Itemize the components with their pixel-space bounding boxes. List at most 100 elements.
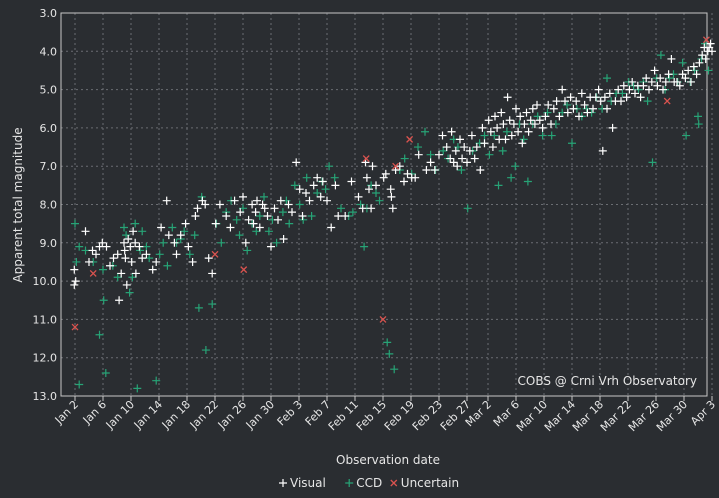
ccd-point [321,185,330,194]
ccd-point [426,150,435,159]
ccd-point [511,162,520,171]
visual-point [131,238,140,247]
visual-point [518,139,527,148]
visual-point [695,58,704,67]
visual-point [181,219,190,228]
visual-point [71,277,80,286]
visual-point [524,127,533,136]
visual-point [368,162,377,171]
legend-marker-visual [279,479,287,487]
ccd-point [643,97,652,106]
visual-point [172,250,181,259]
plot-frame [60,12,708,397]
visual-point [184,242,193,251]
visual-point [122,280,131,289]
ccd-point [480,131,489,140]
ccd-point [133,384,142,393]
visual-point [561,97,569,106]
visual-point [81,227,90,236]
ccd-point [290,181,299,190]
ccd-point [519,135,528,144]
visual-point [157,223,166,232]
y-axis-title: Apparent total magnitude [11,127,25,282]
visual-point [244,215,253,224]
ccd-point [113,273,122,282]
ccd-point [568,139,576,148]
ccd-point [507,173,516,182]
visual-point [456,135,464,144]
visual-point [115,296,124,305]
visual-point [478,123,487,132]
visual-point [605,89,614,98]
visual-point [650,66,659,75]
visual-point [170,238,179,247]
ccd-point [494,181,503,190]
ccd-point [694,120,703,129]
visual-point [331,181,340,190]
ccd-point [208,300,217,309]
visual-point [381,169,390,178]
visual-point [509,120,518,129]
ccd-point [75,380,84,389]
visual-point [600,93,609,102]
visual-point [575,112,583,121]
visual-point [131,269,140,278]
visual-point [129,227,138,236]
visual-point [698,51,707,60]
ccd-point [463,204,472,213]
visual-point [253,196,261,205]
visual-point [201,200,210,209]
ccd-point [502,127,511,136]
legend-label-ccd: CCD [356,476,382,490]
visual-point [372,181,380,190]
visual-point [109,254,118,263]
visual-point [367,204,376,213]
ccd-point [383,338,392,347]
visual-point [594,85,603,94]
visual-point [470,154,479,163]
visual-point [647,77,656,86]
visual-point [664,70,673,79]
visual-point [591,93,600,102]
y-tick-label: 13.0 [33,390,58,403]
ccd-point [390,365,399,374]
visual-point [622,93,631,102]
visual-point [435,150,443,159]
y-tick-label: 6.0 [40,122,58,135]
ccd-point [665,74,674,83]
legend-item-visual: Visual [279,476,326,490]
visual-point [120,246,129,255]
visual-point [463,158,471,167]
visual-point [653,81,662,90]
visual-point [313,173,322,182]
visual-point [617,97,625,106]
visual-point [480,139,489,148]
visual-point [533,100,541,109]
visual-point [528,104,537,113]
visual-point [447,127,456,136]
visual-point [501,135,510,144]
visual-point [589,104,597,113]
ccd-point [197,192,206,201]
ccd-point [498,146,507,155]
visual-point [598,146,607,155]
ccd-point [618,89,627,98]
visual-point [505,116,514,125]
visual-point [659,85,667,94]
visual-point [569,104,578,113]
x-axis-title: Observation date [336,453,440,467]
uncertain-point [392,162,400,170]
ccd-point [95,330,104,339]
ccd-point [372,189,380,198]
visual-point [538,123,547,132]
data-points [70,36,716,393]
visual-point [284,200,293,209]
legend-label-uncertain: Uncertain [401,476,459,490]
visual-point [512,104,520,113]
visual-point [255,223,264,232]
visual-point [295,185,304,194]
ccd-point [131,219,140,228]
visual-point [148,265,157,274]
visual-point [628,77,637,86]
